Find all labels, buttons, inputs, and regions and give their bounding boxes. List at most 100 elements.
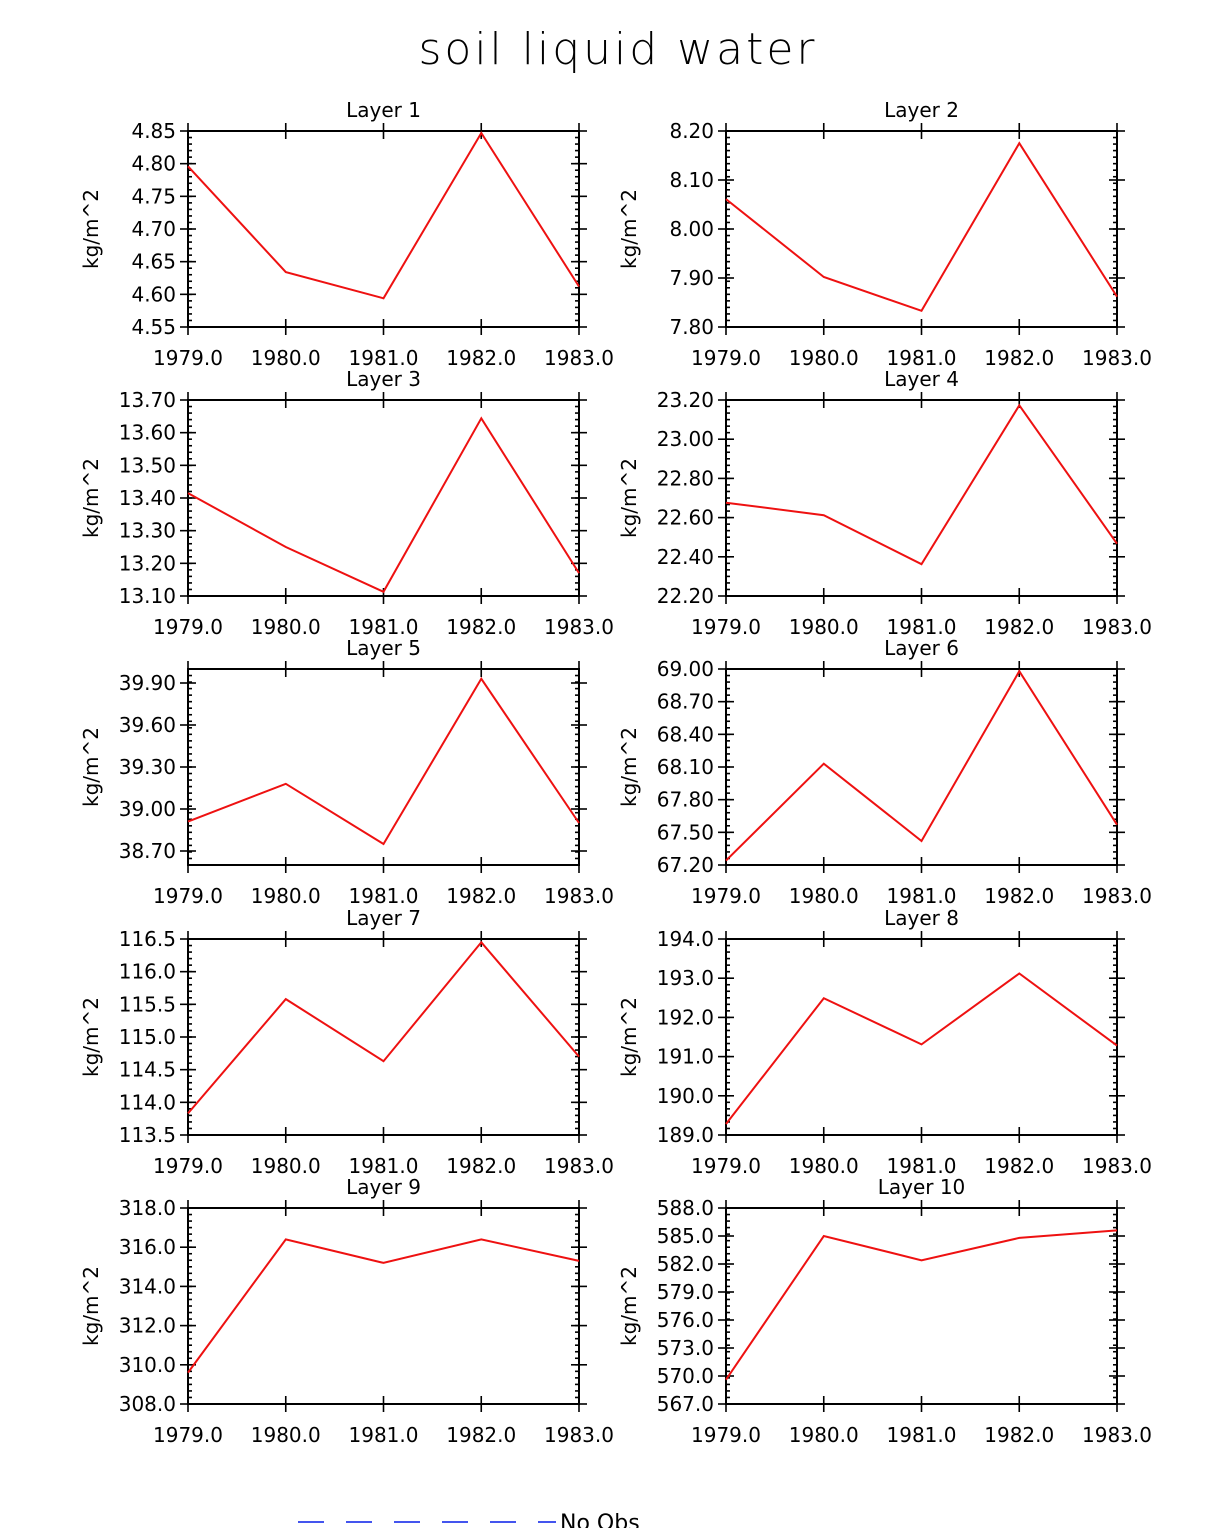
y-tick-label: 576.0 <box>657 1308 714 1332</box>
x-tick-label: 1980.0 <box>789 884 859 908</box>
x-tick-label: 1983.0 <box>1082 884 1152 908</box>
series-line <box>725 403 1118 566</box>
series-line <box>725 1229 1118 1381</box>
x-tick-label: 1981.0 <box>349 884 419 908</box>
y-tick-label: 13.40 <box>119 486 176 510</box>
x-tick-label: 1980.0 <box>251 1423 321 1447</box>
y-axis-label: kg/m^2 <box>79 997 103 1077</box>
y-tick-label: 39.00 <box>119 797 176 821</box>
x-tick-label: 1980.0 <box>251 884 321 908</box>
x-tick-label: 1980.0 <box>251 1154 321 1178</box>
panel-title: Layer 8 <box>884 906 959 930</box>
x-tick-label: 1983.0 <box>544 1154 614 1178</box>
y-tick-label: 116.5 <box>119 927 176 951</box>
panel-title: Layer 7 <box>346 906 421 930</box>
y-tick-label: 585.0 <box>657 1224 714 1248</box>
x-tick-label: 1983.0 <box>544 346 614 370</box>
series-line <box>725 141 1118 313</box>
y-axis-label: kg/m^2 <box>79 727 103 807</box>
series-line <box>187 131 580 300</box>
plot-frame <box>187 399 580 597</box>
y-tick-label: 189.0 <box>657 1123 714 1147</box>
y-tick-label: 190.0 <box>657 1084 714 1108</box>
y-tick-label: 4.65 <box>131 250 176 274</box>
y-tick-label: 316.0 <box>119 1235 176 1259</box>
x-tick-label: 1980.0 <box>789 1423 859 1447</box>
series-line <box>187 1238 580 1374</box>
plot-frame <box>725 668 1118 866</box>
y-tick-label: 13.60 <box>119 421 176 445</box>
y-axis-label: kg/m^2 <box>617 1266 641 1346</box>
x-tick-label: 1979.0 <box>691 346 761 370</box>
y-tick-label: 68.70 <box>657 690 714 714</box>
y-tick-label: 115.5 <box>119 992 176 1016</box>
y-tick-label: 318.0 <box>119 1196 176 1220</box>
y-tick-label: 23.00 <box>657 427 714 451</box>
y-tick-label: 22.80 <box>657 466 714 490</box>
x-tick-label: 1982.0 <box>984 346 1054 370</box>
plot-frame <box>725 130 1118 328</box>
panel-title: Layer 6 <box>884 636 959 660</box>
y-tick-label: 194.0 <box>657 927 714 951</box>
x-tick-label: 1983.0 <box>1082 1423 1152 1447</box>
y-axis-label: kg/m^2 <box>617 997 641 1077</box>
y-tick-label: 310.0 <box>119 1353 176 1377</box>
panel-title: Layer 2 <box>884 98 959 122</box>
x-tick-label: 1981.0 <box>887 346 957 370</box>
x-tick-label: 1979.0 <box>691 884 761 908</box>
panel-title: Layer 3 <box>346 367 421 391</box>
panels-group: Layer 1 4.55 4.60 4.65 4.70 4.75 4.80 4.85 1979.… <box>79 98 1152 1447</box>
x-tick-label: 1983.0 <box>1082 615 1152 639</box>
y-tick-label: 8.00 <box>669 217 714 241</box>
y-tick-label: 114.0 <box>119 1090 176 1114</box>
x-tick-label: 1983.0 <box>544 884 614 908</box>
y-tick-label: 13.30 <box>119 519 176 543</box>
y-tick-label: 8.10 <box>669 168 714 192</box>
y-tick-label: 4.75 <box>131 184 176 208</box>
series-line <box>187 676 580 846</box>
y-tick-label: 7.90 <box>669 266 714 290</box>
y-tick-label: 22.60 <box>657 506 714 530</box>
y-axis-label: kg/m^2 <box>79 458 103 538</box>
plot-frame <box>187 1207 580 1405</box>
series-line <box>725 669 1118 862</box>
x-tick-label: 1979.0 <box>153 346 223 370</box>
x-tick-label: 1981.0 <box>349 1423 419 1447</box>
y-tick-label: 39.30 <box>119 755 176 779</box>
x-tick-label: 1983.0 <box>1082 1154 1152 1178</box>
y-tick-label: 314.0 <box>119 1274 176 1298</box>
x-tick-label: 1980.0 <box>789 615 859 639</box>
x-tick-label: 1980.0 <box>251 615 321 639</box>
x-tick-label: 1982.0 <box>446 1154 516 1178</box>
x-tick-label: 1982.0 <box>446 884 516 908</box>
y-tick-label: 191.0 <box>657 1045 714 1069</box>
y-tick-label: 116.0 <box>119 960 176 984</box>
panel-layer-4: Layer 4 22.20 22.40 22.60 22.80 23.00 23.20 197… <box>617 367 1152 639</box>
y-tick-label: 7.80 <box>669 315 714 339</box>
x-tick-label: 1980.0 <box>251 346 321 370</box>
panel-title: Layer 1 <box>346 98 421 122</box>
y-tick-label: 312.0 <box>119 1314 176 1338</box>
y-tick-label: 4.70 <box>131 217 176 241</box>
y-tick-label: 38.70 <box>119 839 176 863</box>
panel-layer-8: Layer 8 189.0 190.0 191.0 192.0 193.0 194.0 197… <box>617 906 1152 1178</box>
y-tick-label: 115.0 <box>119 1025 176 1049</box>
y-tick-label: 4.55 <box>131 315 176 339</box>
y-tick-label: 573.0 <box>657 1336 714 1360</box>
y-tick-label: 582.0 <box>657 1252 714 1276</box>
y-tick-label: 8.20 <box>669 119 714 143</box>
plot-frame <box>725 1207 1118 1405</box>
panel-layer-1: Layer 1 4.55 4.60 4.65 4.70 4.75 4.80 4.85 1979.… <box>79 98 614 370</box>
panel-layer-9: Layer 9 308.0 310.0 312.0 314.0 316.0 318.0 197… <box>79 1175 614 1447</box>
y-tick-label: 114.5 <box>119 1058 176 1082</box>
panel-layer-5: Layer 5 38.70 39.00 39.30 39.60 39.90 1979.0 19… <box>79 636 614 908</box>
x-tick-label: 1981.0 <box>887 615 957 639</box>
series-line <box>187 940 580 1115</box>
x-tick-label: 1980.0 <box>789 346 859 370</box>
y-tick-label: 13.70 <box>119 388 176 412</box>
x-tick-label: 1982.0 <box>984 1154 1054 1178</box>
y-tick-label: 113.5 <box>119 1123 176 1147</box>
x-tick-label: 1982.0 <box>446 615 516 639</box>
series-line <box>187 416 580 594</box>
